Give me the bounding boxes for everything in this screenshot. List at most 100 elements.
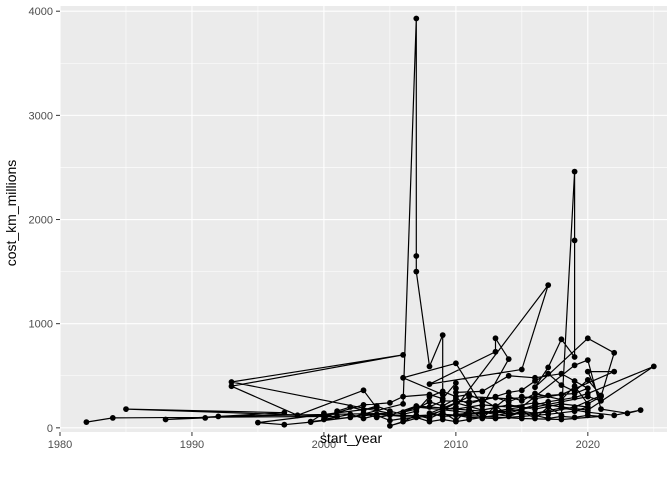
- data-point: [373, 411, 380, 418]
- data-point: [413, 414, 420, 421]
- data-point: [83, 419, 90, 425]
- data-point: [571, 168, 578, 175]
- data-point: [611, 349, 618, 356]
- data-point: [505, 395, 512, 402]
- data-point: [360, 402, 367, 408]
- data-point: [598, 397, 604, 404]
- data-point: [413, 408, 420, 415]
- data-point: [215, 413, 222, 420]
- data-point: [426, 363, 433, 370]
- data-point: [558, 391, 565, 398]
- data-point: [558, 413, 565, 420]
- data-point: [505, 413, 512, 420]
- data-point: [545, 282, 552, 288]
- data-point: [584, 368, 591, 375]
- data-point: [439, 332, 446, 338]
- data-point: [479, 388, 486, 395]
- data-point: [347, 411, 354, 418]
- data-point: [584, 390, 591, 397]
- data-point: [505, 356, 512, 362]
- data-point: [571, 408, 578, 415]
- major-gridlines: [59, 6, 667, 432]
- data-point: [387, 399, 393, 406]
- data-point: [518, 366, 525, 373]
- data-point: [466, 398, 472, 405]
- data-point: [387, 408, 393, 415]
- data-point: [479, 397, 486, 404]
- data-point: [281, 421, 288, 428]
- data-point: [400, 401, 406, 407]
- data-point: [453, 406, 459, 412]
- data-point: [518, 409, 525, 416]
- data-point: [584, 335, 591, 342]
- data-point: [637, 407, 644, 413]
- data-point: [479, 402, 486, 408]
- data-point: [598, 406, 604, 412]
- data-point: [611, 412, 618, 419]
- y-tick-label: 0: [47, 423, 53, 435]
- y-tick-label: 3000: [29, 110, 53, 122]
- data-point: [584, 377, 591, 383]
- data-point: [492, 335, 499, 342]
- data-point: [479, 413, 486, 420]
- data-point: [400, 413, 406, 420]
- data-point: [202, 415, 209, 421]
- y-axis-title: cost_km_millions: [3, 160, 19, 267]
- data-point: [360, 415, 367, 422]
- data-point: [373, 403, 380, 409]
- data-point: [532, 395, 538, 402]
- data-point: [545, 409, 552, 416]
- y-tick-label: 4000: [29, 6, 53, 18]
- data-point: [162, 416, 169, 423]
- data-point: [413, 403, 420, 409]
- data-point: [426, 381, 433, 387]
- data-point: [532, 390, 538, 397]
- data-point: [558, 370, 565, 377]
- data-point: [492, 404, 499, 410]
- data-point: [571, 237, 578, 244]
- data-point: [558, 382, 565, 388]
- data-point: [571, 394, 578, 401]
- data-point: [400, 352, 406, 358]
- data-point: [347, 404, 354, 410]
- data-point: [439, 395, 446, 402]
- x-axis: 1980 1990 2000 2010 2020: [48, 432, 600, 451]
- data-point: [453, 360, 459, 367]
- data-point: [492, 393, 499, 400]
- data-point: [400, 393, 406, 400]
- data-point: [334, 408, 340, 415]
- data-point: [413, 253, 420, 259]
- y-tick-label: 1000: [29, 319, 53, 331]
- data-point: [228, 379, 235, 385]
- data-point: [426, 418, 433, 425]
- data-point: [532, 384, 538, 391]
- data-point: [571, 383, 578, 390]
- data-point: [558, 398, 565, 405]
- data-point: [532, 402, 538, 408]
- x-axis-title: start_year: [320, 430, 383, 446]
- data-point: [584, 357, 591, 363]
- data-point: [400, 374, 406, 381]
- data-point: [453, 385, 459, 392]
- data-point: [439, 411, 446, 418]
- y-tick-label: 2000: [29, 215, 53, 227]
- data-point: [571, 354, 578, 360]
- data-point: [453, 411, 459, 418]
- data-point: [518, 393, 525, 400]
- data-point: [584, 412, 591, 419]
- data-point: [532, 412, 538, 419]
- data-point: [611, 368, 618, 375]
- data-point: [228, 383, 235, 390]
- data-point: [334, 413, 340, 420]
- data-point: [518, 387, 525, 394]
- x-tick-label: 2000: [312, 439, 336, 451]
- data-point: [584, 385, 591, 392]
- data-point: [584, 407, 591, 413]
- data-point: [545, 364, 552, 371]
- data-point: [453, 399, 459, 406]
- x-tick-label: 1990: [180, 439, 204, 451]
- data-point: [466, 410, 472, 417]
- data-point: [294, 412, 301, 419]
- data-point: [123, 406, 129, 412]
